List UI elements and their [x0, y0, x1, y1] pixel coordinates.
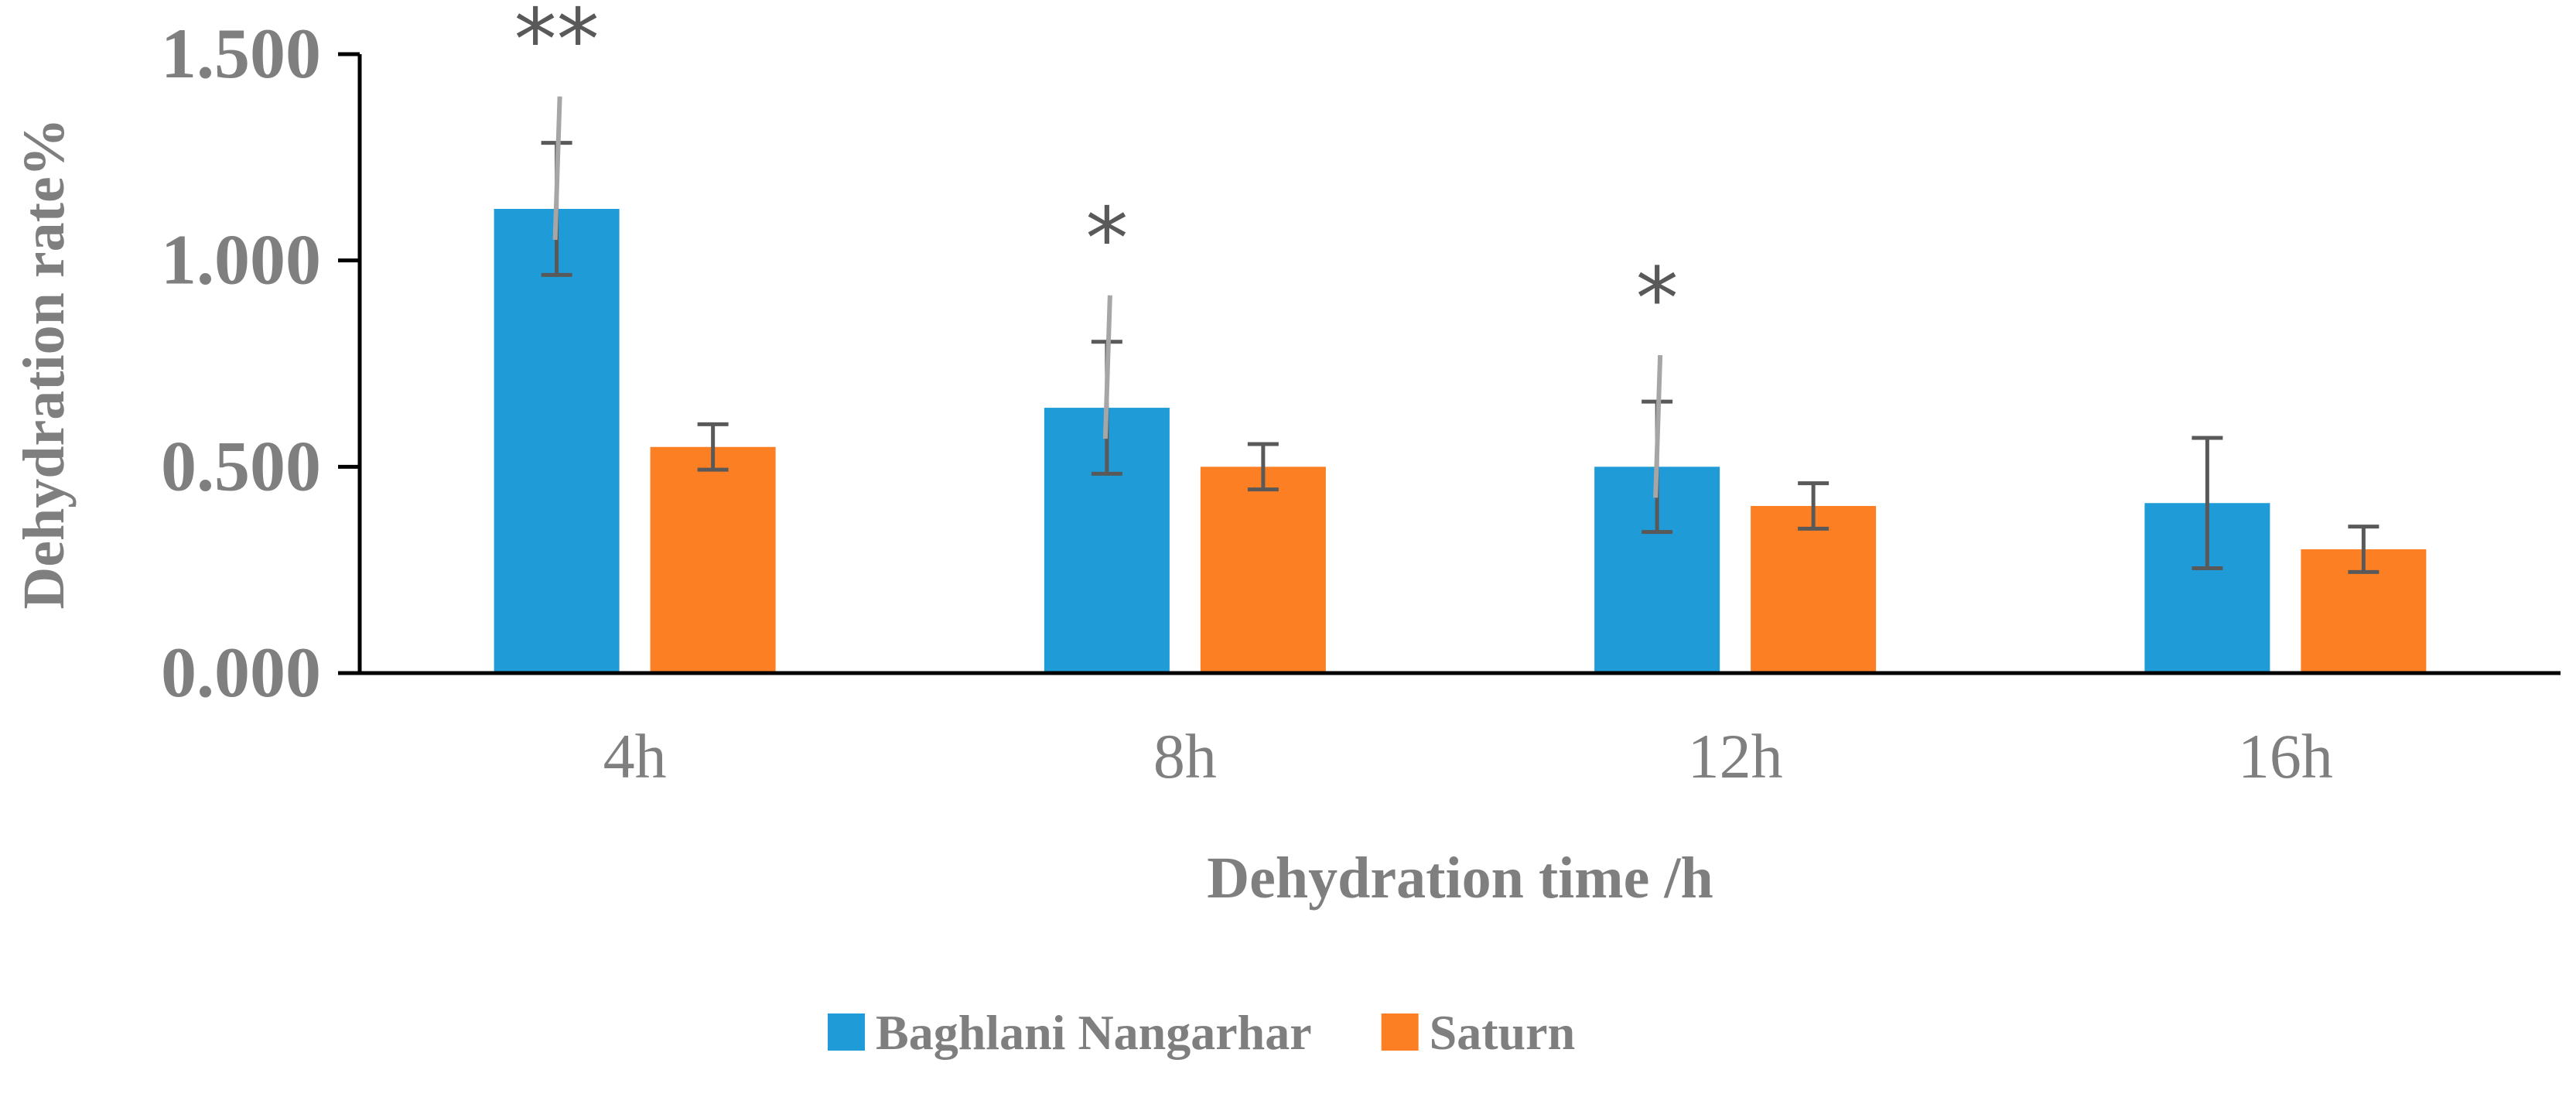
- bars-group: [494, 209, 2427, 673]
- significance-connector: [1653, 354, 1663, 498]
- y-tick-label: 1.500: [161, 14, 321, 93]
- legend-label-baghlani-nangarhar: Baghlani Nangarhar: [876, 1005, 1312, 1060]
- significance-mark-12h: *: [1636, 249, 1679, 348]
- significance-connector: [1102, 295, 1112, 439]
- significance-annotations: ****: [514, 0, 1679, 498]
- bar-saturn-4h: [650, 446, 776, 673]
- y-axis-title: Dehydration rate%: [12, 118, 77, 609]
- x-tick-label-4h: 4h: [603, 721, 667, 791]
- x-tick-label-16h: 16h: [2238, 721, 2333, 791]
- legend-swatch-saturn: [1381, 1013, 1419, 1051]
- y-tick-label: 0.000: [161, 633, 321, 712]
- legend: Baghlani Nangarhar Saturn: [828, 1005, 1575, 1060]
- error-bars-group: [541, 141, 2380, 574]
- y-tick-label: 1.000: [161, 220, 321, 299]
- significance-mark-8h: *: [1085, 190, 1128, 289]
- significance-connector: [552, 96, 562, 241]
- bar-baghlani-nangarhar-4h: [494, 209, 620, 673]
- significance-mark-4h: **: [514, 0, 600, 90]
- bar-saturn-8h: [1200, 467, 1326, 673]
- legend-label-saturn: Saturn: [1430, 1005, 1576, 1060]
- x-tick-label-12h: 12h: [1688, 721, 1783, 791]
- legend-swatch-baghlani-nangarhar: [828, 1013, 865, 1051]
- y-tick-label: 0.500: [161, 426, 321, 505]
- bar-saturn-12h: [1751, 506, 1877, 673]
- y-axis-ticks: 0.000 0.500 1.000 1.500: [161, 14, 360, 712]
- x-axis-tick-labels: 4h 8h 12h 16h: [603, 721, 2333, 791]
- x-axis-title: Dehydration time /h: [1207, 846, 1713, 911]
- x-tick-label-8h: 8h: [1153, 721, 1217, 791]
